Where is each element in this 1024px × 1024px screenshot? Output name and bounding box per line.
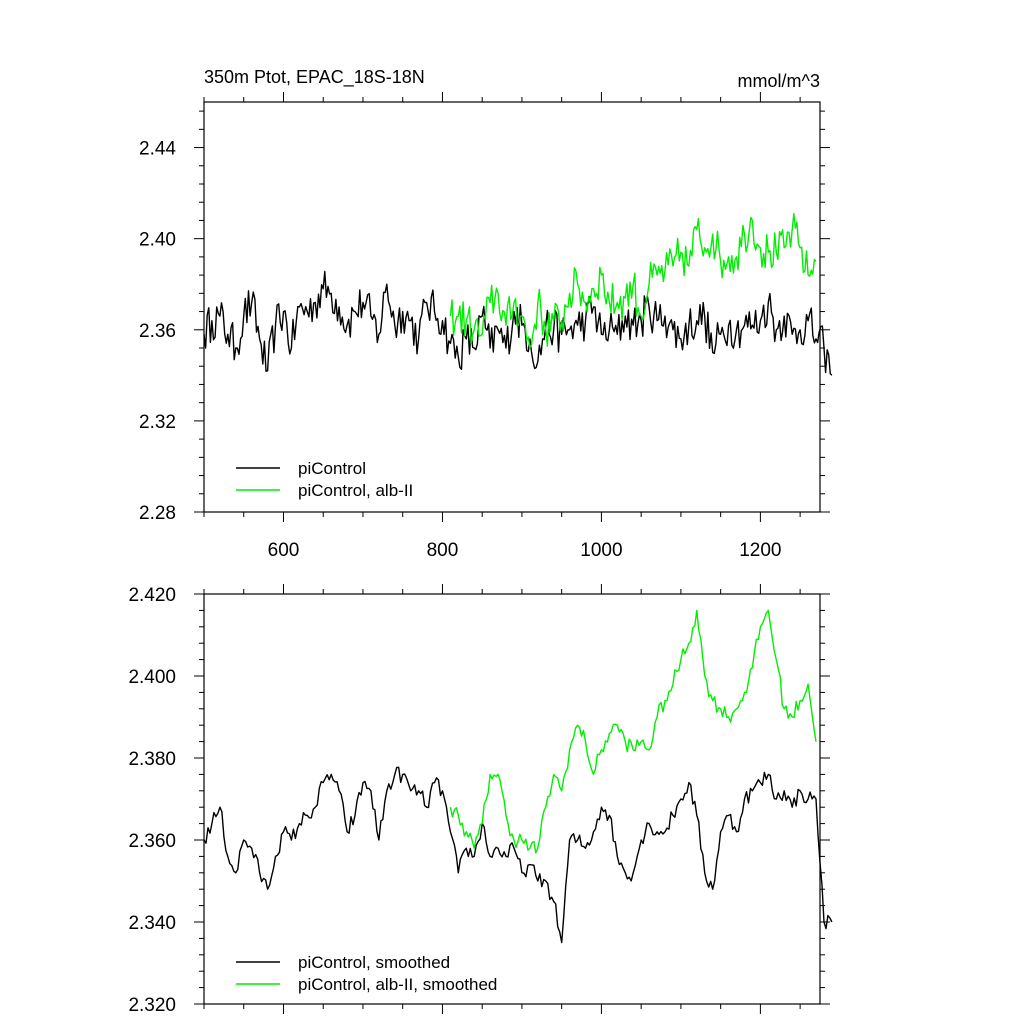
bottom-plot-frame <box>203 593 821 1005</box>
series-line-picontrol <box>203 270 833 376</box>
y-tick-label: 2.340 <box>128 913 176 934</box>
y-tick-label: 2.40 <box>139 230 176 251</box>
units-label: mmol/m^3 <box>738 71 820 91</box>
bottom-chart-panel: 2.320 2.340 2.360 2.380 2.400 2.420 piControl… <box>128 584 833 1016</box>
y-tick-label: 2.320 <box>128 995 176 1016</box>
y-tick-label: 2.44 <box>139 139 176 160</box>
y-tick-label: 2.32 <box>139 412 176 433</box>
y-tick-label: 2.400 <box>128 667 176 688</box>
y-tick-label: 2.28 <box>139 503 176 524</box>
x-tick-label: 1200 <box>739 540 781 561</box>
y-tick-label: 2.360 <box>128 831 176 852</box>
top-chart-panel: 350m Ptot, EPAC_18S-18N mmol/m^3 600 800 1… <box>139 67 833 561</box>
series-line-picontrol-alb-ii-smoothed <box>449 609 817 854</box>
series-line-picontrol-smoothed <box>203 766 833 944</box>
x-tick-label: 800 <box>427 540 459 561</box>
x-tick-label: 600 <box>268 540 300 561</box>
y-tick-label: 2.380 <box>128 749 176 770</box>
y-tick-label: 2.36 <box>139 321 176 342</box>
legend-label-alb-ii-smoothed: piControl, alb-II, smoothed <box>298 975 497 994</box>
series-line-picontrol-alb-ii <box>449 212 817 349</box>
chart-title: 350m Ptot, EPAC_18S-18N <box>204 67 425 88</box>
legend-label-picontrol-smoothed: piControl, smoothed <box>298 953 450 972</box>
x-tick-label: 1000 <box>580 540 622 561</box>
top-plot-frame <box>203 101 821 513</box>
legend-label-picontrol: piControl <box>298 459 366 478</box>
legend-label-alb-ii: piControl, alb-II <box>298 481 413 500</box>
y-tick-label: 2.420 <box>128 585 176 606</box>
